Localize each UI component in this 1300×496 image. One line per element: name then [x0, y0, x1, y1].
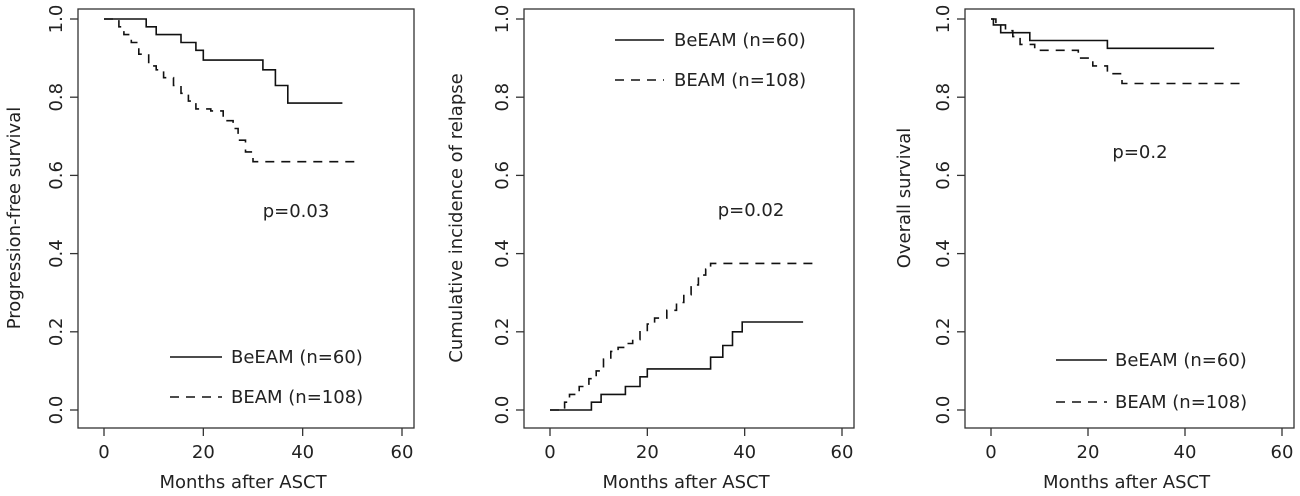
x-tick-label: 20	[636, 442, 659, 463]
legend-label: BEAM (n=108)	[1115, 392, 1247, 413]
y-tick-label: 0.0	[492, 396, 513, 425]
panel-right: 0 20 40 60 0.0 0.2 0.4 0.6 0.8 1.0 Months after AS…	[894, 5, 1295, 493]
x-tick-label: 60	[831, 442, 854, 463]
panel-middle: 0 20 40 60 0.0 0.2 0.4 0.6 0.8 1.0 Months after AS…	[446, 5, 855, 493]
series-line-beeam	[550, 321, 804, 411]
y-tick-label: 0.0	[46, 396, 67, 425]
legend-label: BEAM (n=108)	[674, 70, 806, 91]
y-tick-label: 0.2	[492, 317, 513, 346]
legend: BeEAM (n=60) BEAM (n=108)	[615, 30, 806, 91]
series-line-beam	[991, 18, 1244, 85]
legend: BeEAM (n=60) BEAM (n=108)	[1056, 350, 1247, 413]
x-axis-label: Months after ASCT	[602, 472, 770, 493]
y-tick-label: 1.0	[492, 5, 513, 34]
y-tick-label: 0.4	[492, 239, 513, 268]
x-tick-label: 60	[1271, 442, 1294, 463]
y-axis-label: Progression-free survival	[4, 107, 25, 329]
series-line-beam	[550, 262, 813, 411]
y-tick-label: 0.6	[492, 161, 513, 190]
y-tick-label: 0.8	[933, 83, 954, 112]
x-tick-label: 0	[985, 442, 996, 463]
y-tick-label: 0.0	[933, 396, 954, 425]
y-tick-label: 0.4	[933, 239, 954, 268]
plot-frame	[77, 8, 415, 429]
x-axis-label: Months after ASCT	[159, 472, 327, 493]
series-line-beeam	[991, 18, 1215, 50]
y-tick-label: 0.8	[46, 83, 67, 112]
y-tick-label: 0.6	[933, 161, 954, 190]
y-tick-label: 0.4	[46, 239, 67, 268]
x-tick-label: 0	[544, 442, 555, 463]
x-tick-label: 40	[291, 442, 314, 463]
x-tick-label: 40	[733, 442, 756, 463]
x-tick-label: 20	[192, 442, 215, 463]
p-value-annotation: p=0.02	[718, 200, 785, 221]
x-tick-label: 60	[391, 442, 414, 463]
y-tick-label: 1.0	[46, 5, 67, 34]
y-tick-label: 1.0	[933, 5, 954, 34]
x-tick-label: 40	[1174, 442, 1197, 463]
legend: BeEAM (n=60) BEAM (n=108)	[170, 347, 363, 408]
p-value-annotation: p=0.2	[1112, 142, 1167, 163]
y-tick-label: 0.2	[933, 317, 954, 346]
p-value-annotation: p=0.03	[263, 201, 330, 222]
plot-frame	[964, 8, 1295, 429]
x-tick-label: 20	[1077, 442, 1100, 463]
plot-frame	[523, 8, 855, 429]
series-line-beeam	[104, 18, 343, 104]
y-tick-label: 0.8	[492, 83, 513, 112]
legend-label: BeEAM (n=60)	[231, 347, 363, 368]
y-axis-label: Overall survival	[894, 128, 915, 269]
y-tick-label: 0.2	[46, 317, 67, 346]
y-axis-label: Cumulative incidence of relapse	[446, 73, 467, 362]
legend-label: BeEAM (n=60)	[674, 30, 806, 51]
legend-label: BeEAM (n=60)	[1115, 350, 1247, 371]
panel-left: 0 20 40 60 0.0 0.2 0.4 0.6 0.8 1.0 Months after AS…	[4, 5, 415, 493]
y-tick-label: 0.6	[46, 161, 67, 190]
x-tick-label: 0	[98, 442, 109, 463]
x-axis-label: Months after ASCT	[1043, 472, 1211, 493]
series-line-beam	[104, 18, 358, 163]
legend-label: BEAM (n=108)	[231, 387, 363, 408]
